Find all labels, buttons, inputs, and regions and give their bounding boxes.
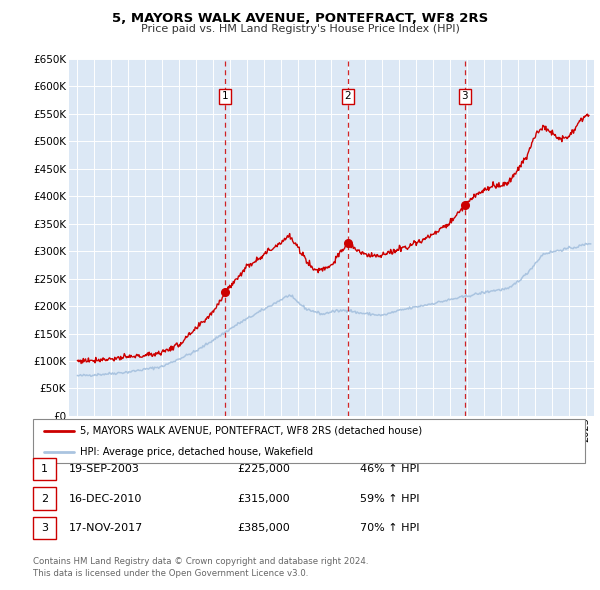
Text: 46% ↑ HPI: 46% ↑ HPI: [360, 464, 419, 474]
Text: 2: 2: [344, 91, 351, 101]
Text: £225,000: £225,000: [237, 464, 290, 474]
Text: 16-DEC-2010: 16-DEC-2010: [69, 494, 142, 503]
Text: 19-SEP-2003: 19-SEP-2003: [69, 464, 140, 474]
Text: 5, MAYORS WALK AVENUE, PONTEFRACT, WF8 2RS (detached house): 5, MAYORS WALK AVENUE, PONTEFRACT, WF8 2…: [80, 426, 422, 436]
Text: Price paid vs. HM Land Registry's House Price Index (HPI): Price paid vs. HM Land Registry's House …: [140, 24, 460, 34]
Text: £385,000: £385,000: [237, 523, 290, 533]
Text: 1: 1: [41, 464, 48, 474]
Text: 59% ↑ HPI: 59% ↑ HPI: [360, 494, 419, 503]
Text: Contains HM Land Registry data © Crown copyright and database right 2024.: Contains HM Land Registry data © Crown c…: [33, 558, 368, 566]
Text: 2: 2: [41, 494, 48, 503]
FancyBboxPatch shape: [33, 419, 585, 463]
Text: 70% ↑ HPI: 70% ↑ HPI: [360, 523, 419, 533]
Text: 1: 1: [222, 91, 229, 101]
Text: 3: 3: [461, 91, 468, 101]
Text: HPI: Average price, detached house, Wakefield: HPI: Average price, detached house, Wake…: [80, 447, 313, 457]
Text: 5, MAYORS WALK AVENUE, PONTEFRACT, WF8 2RS: 5, MAYORS WALK AVENUE, PONTEFRACT, WF8 2…: [112, 12, 488, 25]
Text: £315,000: £315,000: [237, 494, 290, 503]
Text: This data is licensed under the Open Government Licence v3.0.: This data is licensed under the Open Gov…: [33, 569, 308, 578]
Text: 17-NOV-2017: 17-NOV-2017: [69, 523, 143, 533]
Text: 3: 3: [41, 523, 48, 533]
